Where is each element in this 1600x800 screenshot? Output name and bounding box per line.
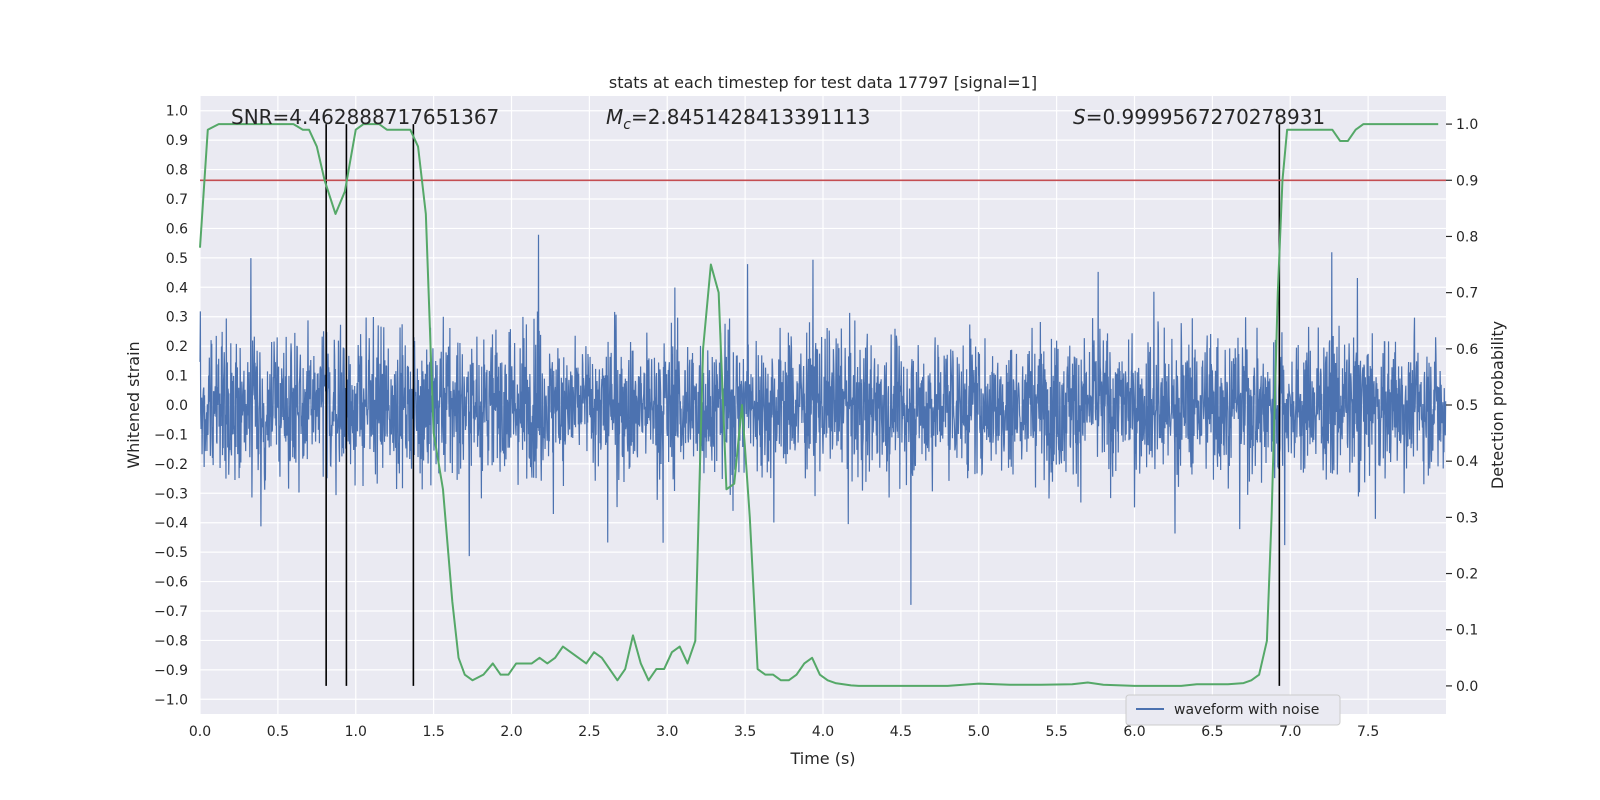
legend: waveform with noise — [1125, 694, 1341, 726]
y-left-tick-label: 0.7 — [166, 192, 188, 208]
x-tick-label: 2.0 — [500, 724, 522, 740]
chirp-mass-value: =2.8451428413391113 — [631, 105, 870, 129]
vertical-markers — [325, 124, 1281, 686]
chirp-mass-subscript: c — [623, 117, 631, 133]
x-tick-label: 7.0 — [1279, 724, 1301, 740]
x-tick-label: 4.0 — [812, 724, 834, 740]
y-left-tick-label: 0.3 — [166, 310, 188, 326]
y-left-tick-label: 0.0 — [166, 398, 188, 414]
legend-box — [1125, 694, 1341, 726]
x-tick-label: 1.5 — [422, 724, 444, 740]
y-right-axis-label: Detection probability — [1488, 321, 1507, 489]
x-axis-label: Time (s) — [789, 749, 855, 768]
y-right-tick-label: 0.4 — [1456, 454, 1478, 470]
y-left-tick-label: 0.5 — [166, 251, 188, 267]
y-right-tick-label: 0.6 — [1456, 342, 1478, 358]
y-left-tick-label: −0.3 — [154, 486, 188, 502]
waveform-line — [199, 234, 1447, 605]
y-left-tick-label: 0.4 — [166, 280, 188, 296]
y-right-tick-label: 0.7 — [1456, 286, 1478, 302]
snr-annotation: SNR=4.462888717651367 — [231, 105, 499, 129]
x-tick-label: 0.5 — [267, 724, 289, 740]
y-left-tick-label: −1.0 — [154, 692, 188, 708]
y-left-tick-label: −0.8 — [154, 633, 188, 649]
y-left-tick-label: −0.2 — [154, 457, 188, 473]
legend-entry-waveform: waveform with noise — [1174, 702, 1319, 718]
detection-probability-line — [199, 123, 1439, 687]
y-left-tick-label: 0.9 — [166, 133, 188, 149]
x-tick-label: 6.0 — [1123, 724, 1145, 740]
x-tick-label: 6.5 — [1201, 724, 1223, 740]
y-right-tick-label: 0.5 — [1456, 398, 1478, 414]
y-right-tick-label: 0.9 — [1456, 173, 1478, 189]
x-tick-label: 5.0 — [968, 724, 990, 740]
y-left-tick-label: −0.7 — [154, 604, 188, 620]
score-annotation: S=0.9999567270278931 — [1073, 105, 1325, 129]
y-right-tick-label: 0.2 — [1456, 567, 1478, 583]
chirp-mass-symbol: M — [606, 105, 623, 129]
y-right-tick-label: 0.8 — [1456, 229, 1478, 245]
x-tick-label: 5.5 — [1045, 724, 1067, 740]
y-right-tick-label: 0.1 — [1456, 623, 1478, 639]
x-axis-ticks: 0.0 0.5 1.0 1.5 2.0 2.5 3.0 3.5 4.0 4.5 5.0 5.5 6.0 6… — [189, 724, 1379, 740]
x-tick-label: 7.5 — [1357, 724, 1379, 740]
x-tick-label: 0.0 — [189, 724, 211, 740]
x-tick-label: 2.5 — [578, 724, 600, 740]
y-left-axis-ticks: 1.0 0.9 0.8 0.7 0.6 0.5 0.4 0.3 0.2 0.1 0.0 −0.1 −0.… — [154, 104, 188, 709]
x-tick-label: 1.0 — [345, 724, 367, 740]
y-left-tick-label: −0.1 — [154, 427, 188, 443]
chart-title: stats at each timestep for test data 177… — [609, 73, 1037, 92]
x-tick-label: 4.5 — [890, 724, 912, 740]
x-tick-label: 3.0 — [656, 724, 678, 740]
y-left-tick-label: 0.2 — [166, 339, 188, 355]
waveform-series — [199, 234, 1447, 605]
y-left-tick-label: −0.5 — [154, 545, 188, 561]
y-left-tick-label: 0.8 — [166, 163, 188, 179]
x-tick-label: 3.5 — [734, 724, 756, 740]
y-left-tick-label: −0.6 — [154, 575, 188, 591]
y-left-tick-label: 0.1 — [166, 369, 188, 385]
score-value: =0.9999567270278931 — [1086, 105, 1325, 129]
score-symbol: S — [1073, 105, 1086, 129]
y-right-tick-label: 0.3 — [1456, 510, 1478, 526]
y-right-tick-label: 1.0 — [1456, 117, 1478, 133]
detection-probability-series — [199, 123, 1439, 687]
y-left-tick-label: 1.0 — [166, 104, 188, 120]
y-left-tick-label: −0.4 — [154, 516, 188, 532]
y-left-tick-label: −0.9 — [154, 663, 188, 679]
y-right-axis-ticks: 1.0 0.9 0.8 0.7 0.6 0.5 0.4 0.3 0.2 0.1 0.0 — [1446, 117, 1478, 695]
y-right-tick-label: 0.0 — [1456, 679, 1478, 695]
chirp-mass-annotation: Mc=2.8451428413391113 — [606, 105, 870, 133]
y-left-axis-label: Whitened strain — [124, 341, 143, 468]
y-left-tick-label: 0.6 — [166, 221, 188, 237]
